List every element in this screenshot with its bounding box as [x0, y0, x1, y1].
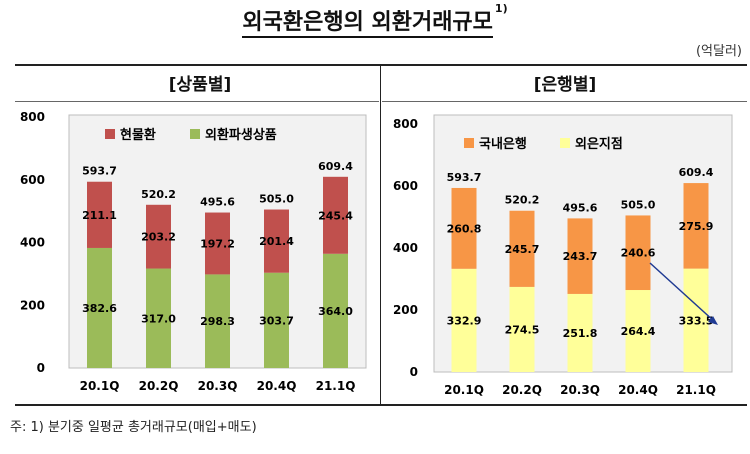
- data-label: 364.0: [318, 305, 353, 318]
- y-tick-label: 200: [20, 298, 45, 312]
- legend-label: 외환파생상품: [205, 127, 277, 143]
- data-label: 275.9: [679, 220, 714, 233]
- total-label: 609.4: [679, 166, 714, 179]
- left-panel-title-rule: [15, 101, 379, 102]
- legend-swatch: [464, 138, 474, 148]
- bar-segment: [509, 210, 535, 287]
- data-label: 251.8: [563, 327, 598, 340]
- bar-segment: [205, 212, 230, 275]
- y-tick-label: 600: [393, 179, 418, 193]
- x-tick-label: 20.2Q: [502, 383, 542, 397]
- unit-label: (억달러): [695, 44, 742, 59]
- bar-segment: [625, 215, 651, 291]
- data-label: 197.2: [200, 237, 235, 250]
- data-label: 333.5: [679, 314, 714, 327]
- data-label: 201.4: [259, 235, 294, 248]
- legend-swatch: [105, 129, 115, 139]
- left-panel-title: [상품별]: [168, 75, 232, 95]
- right-panel-title-rule: [382, 101, 747, 102]
- bar-segment: [264, 209, 289, 273]
- annotation-arrow-head: [708, 316, 718, 325]
- total-label: 495.6: [563, 201, 598, 214]
- x-tick-label: 20.2Q: [139, 379, 179, 393]
- bar-segment: [323, 253, 348, 368]
- y-tick-label: 600: [20, 173, 45, 187]
- legend-swatch: [190, 129, 200, 139]
- bar-segment: [567, 293, 593, 372]
- bar-segment: [87, 247, 112, 368]
- data-label: 298.3: [200, 315, 235, 328]
- bar-segment: [625, 290, 651, 372]
- x-tick-label: 20.4Q: [257, 379, 297, 393]
- data-label: 211.1: [82, 209, 117, 222]
- chart-title-text: 외국환은행의 외환거래규모: [242, 10, 493, 38]
- data-label: 245.4: [318, 209, 353, 222]
- bar-segment: [146, 204, 171, 269]
- data-label: 332.9: [447, 314, 482, 327]
- x-tick-label: 20.1Q: [80, 379, 120, 393]
- legend-label: 외은지점: [575, 136, 623, 152]
- bar-segment: [451, 268, 477, 372]
- data-label: 264.4: [621, 325, 656, 338]
- bar-segment: [683, 268, 709, 372]
- x-tick-label: 20.3Q: [198, 379, 238, 393]
- data-label: 203.2: [141, 231, 176, 244]
- x-tick-label: 21.1Q: [676, 383, 716, 397]
- total-label: 505.0: [259, 193, 294, 206]
- bar-segment: [567, 218, 593, 294]
- total-label: 593.7: [447, 171, 482, 184]
- footnote: 주: 1) 분기중 일평균 총거래규모(매입+매도): [10, 420, 257, 435]
- total-label: 520.2: [141, 188, 176, 201]
- bar-segment: [264, 272, 289, 368]
- x-tick-label: 20.4Q: [618, 383, 658, 397]
- x-tick-label: 20.1Q: [444, 383, 484, 397]
- legend-label: 현물환: [120, 127, 156, 143]
- bar-segment: [146, 268, 171, 368]
- data-label: 245.7: [505, 243, 540, 256]
- data-label: 243.7: [563, 250, 598, 263]
- x-tick-label: 20.3Q: [560, 383, 600, 397]
- bar-segment: [205, 274, 230, 368]
- bar-segment: [509, 286, 535, 372]
- data-label: 317.0: [141, 312, 176, 325]
- y-tick-label: 200: [393, 303, 418, 317]
- chart-title: 외국환은행의 외환거래규모1): [0, 2, 750, 38]
- bar-segment: [451, 187, 477, 269]
- total-label: 495.6: [200, 196, 235, 209]
- legend-swatch: [560, 138, 570, 148]
- bar-segment: [323, 176, 348, 254]
- panel-divider: [380, 64, 381, 404]
- y-tick-label: 0: [37, 361, 45, 375]
- x-tick-label: 21.1Q: [316, 379, 356, 393]
- title-footnote-marker: 1): [494, 2, 508, 15]
- y-tick-label: 0: [410, 365, 418, 379]
- data-label: 240.6: [621, 247, 656, 260]
- data-label: 382.6: [82, 302, 117, 315]
- data-label: 260.8: [447, 222, 482, 235]
- y-tick-label: 800: [20, 110, 45, 124]
- right-panel-title: [은행별]: [533, 75, 597, 95]
- total-label: 505.0: [621, 198, 656, 211]
- annotation-arrow-line: [649, 262, 716, 323]
- data-label: 303.7: [259, 314, 294, 327]
- y-tick-label: 400: [20, 236, 45, 250]
- total-label: 609.4: [318, 160, 353, 173]
- total-label: 593.7: [82, 165, 117, 178]
- bar-segment: [683, 183, 709, 269]
- data-label: 274.5: [505, 323, 540, 336]
- y-tick-label: 400: [393, 241, 418, 255]
- total-label: 520.2: [505, 194, 540, 207]
- chart-frame: [15, 64, 747, 406]
- y-tick-label: 800: [393, 117, 418, 131]
- legend-label: 국내은행: [479, 136, 527, 152]
- bar-segment: [87, 181, 112, 248]
